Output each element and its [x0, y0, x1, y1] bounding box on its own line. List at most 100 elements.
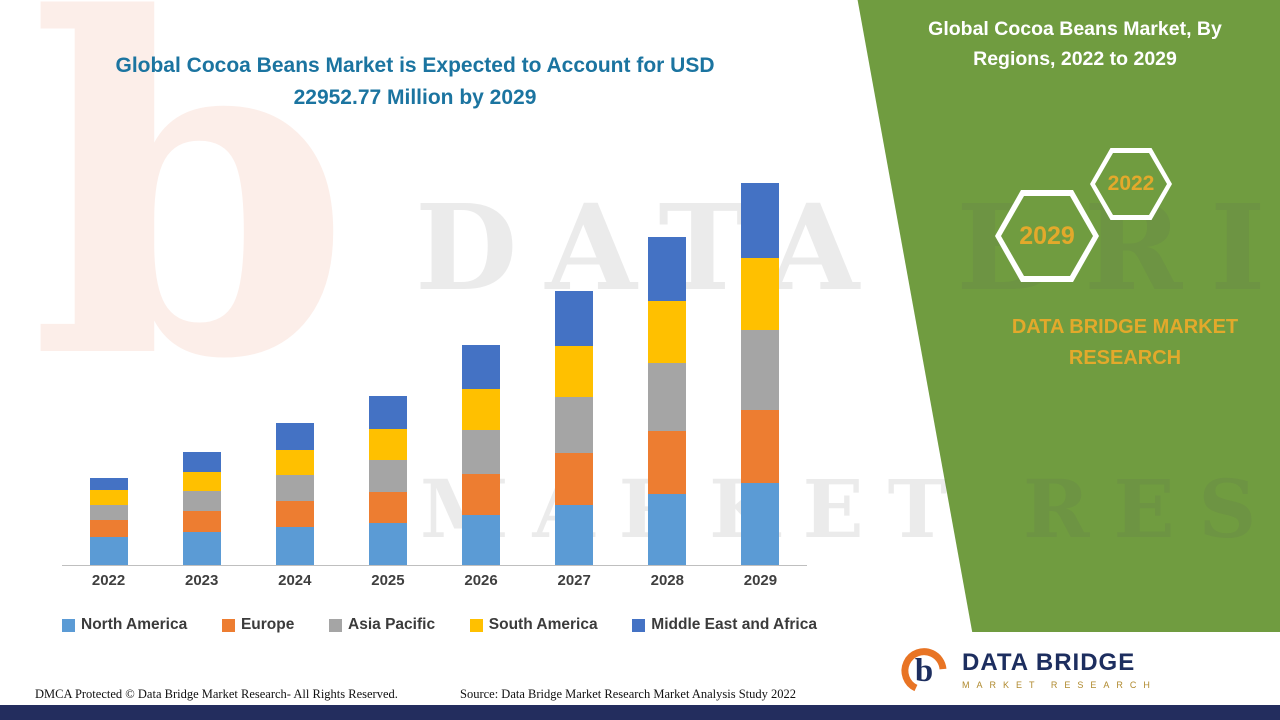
bar-segment-2022-asia-pacific	[89, 505, 128, 520]
bar-segment-2027-middle-east-and-africa	[555, 291, 594, 346]
stacked-bar-2025	[368, 396, 407, 565]
bar-segment-2023-asia-pacific	[182, 491, 221, 511]
bar-segment-2024-asia-pacific	[275, 475, 314, 501]
panel-brand-text: DATA BRIDGE MARKET RESEARCH	[1011, 316, 1239, 369]
x-axis-label-2028: 2028	[650, 572, 684, 589]
bar-segment-2023-middle-east-and-africa	[182, 452, 221, 472]
bar-segment-2022-south-america	[89, 490, 128, 505]
data-bridge-logo: b DATA BRIDGE MARKET RESEARCH	[876, 632, 1280, 706]
bar-segment-2023-europe	[182, 511, 221, 532]
bar-segment-2024-south-america	[275, 450, 314, 475]
bar-slot-2022	[62, 118, 155, 565]
bar-slot-2026	[435, 118, 528, 565]
bar-segment-2025-asia-pacific	[368, 460, 407, 492]
bar-segment-2027-europe	[555, 453, 594, 505]
stacked-bar-2026	[462, 345, 501, 565]
legend-item-north-america: North America	[62, 616, 187, 634]
bar-segment-2023-south-america	[182, 472, 221, 491]
legend-swatch-middle-east-and-africa	[632, 618, 646, 632]
bar-segment-2027-asia-pacific	[555, 397, 594, 453]
legend-label-europe: Europe	[240, 616, 295, 633]
bar-slot-2029	[714, 118, 807, 565]
bar-segment-2028-middle-east-and-africa	[648, 237, 687, 301]
bar-segment-2022-europe	[89, 520, 128, 537]
legend-item-south-america: South America	[469, 616, 598, 634]
bar-segment-2023-north-america	[182, 532, 221, 565]
bar-segment-2025-north-america	[368, 523, 407, 565]
year-slot: 2028	[621, 572, 714, 589]
bar-segment-2022-north-america	[89, 537, 128, 565]
x-axis-label-2026: 2026	[464, 572, 498, 589]
bar-segment-2029-south-america	[741, 258, 780, 330]
legend-label-south-america: South America	[488, 616, 598, 633]
legend: North America Europe Asia Pacific South Ame…	[62, 616, 817, 634]
bar-segment-2025-middle-east-and-africa	[368, 396, 407, 429]
bar-segment-2024-europe	[275, 501, 314, 527]
bar-segment-2022-middle-east-and-africa	[89, 478, 128, 490]
logo-words: DATA BRIDGE MARKET RESEARCH	[962, 649, 1157, 690]
bar-slot-2024	[248, 118, 341, 565]
chart-title: Global Cocoa Beans Market is Expected to…	[115, 54, 715, 109]
bar-segment-2026-asia-pacific	[462, 430, 501, 474]
bar-segment-2029-north-america	[741, 483, 780, 565]
year-slot: 2029	[714, 572, 807, 589]
bar-segment-2024-north-america	[275, 527, 314, 565]
hexagon-badge-2029-label: 2029	[1019, 221, 1075, 250]
x-axis-label-2029: 2029	[743, 572, 778, 589]
x-axis-labels: 2022 2023 2024 2025 2026 2027 2028 2029	[62, 572, 807, 589]
hexagon-badge-2029: 2029	[995, 190, 1099, 282]
stacked-bar-2023	[182, 452, 221, 565]
footer-source-text: Source: Data Bridge Market Research Mark…	[460, 687, 797, 701]
bar-segment-2027-north-america	[555, 505, 594, 565]
x-axis-label-2022: 2022	[91, 572, 126, 589]
legend-label-north-america: North America	[81, 616, 188, 633]
bar-segment-2028-asia-pacific	[648, 363, 687, 431]
legend-swatch-europe	[221, 618, 235, 632]
x-axis-label-2025: 2025	[371, 572, 405, 589]
data-bridge-logo-icon: b	[901, 648, 947, 694]
year-slot: 2027	[528, 572, 621, 589]
footer-dmca-text: DMCA Protected © Data Bridge Market Rese…	[35, 687, 398, 701]
bar-slot-2025	[341, 118, 434, 565]
bar-slot-2027	[528, 118, 621, 565]
bar-segment-2024-middle-east-and-africa	[275, 423, 314, 450]
x-axis-label-2023: 2023	[185, 572, 219, 589]
stacked-bar-2022	[89, 478, 128, 565]
legend-item-asia-pacific: Asia Pacific	[329, 616, 435, 634]
x-axis-label-2024: 2024	[278, 572, 312, 589]
bar-segment-2028-south-america	[648, 301, 687, 363]
svg-text:b: b	[915, 653, 933, 689]
stacked-bar-2028	[648, 237, 687, 565]
year-slot: 2022	[62, 572, 155, 589]
bottom-navy-bar	[0, 705, 1280, 720]
bar-segment-2026-middle-east-and-africa	[462, 345, 501, 389]
bar-slot-2023	[155, 118, 248, 565]
legend-swatch-north-america	[62, 618, 75, 632]
bar-segment-2028-north-america	[648, 494, 687, 565]
legend-swatch-asia-pacific	[329, 618, 343, 632]
legend-label-asia-pacific: Asia Pacific	[348, 616, 436, 633]
year-slot: 2023	[155, 572, 248, 589]
bar-segment-2027-south-america	[555, 346, 594, 397]
bar-slot-2028	[621, 118, 714, 565]
bar-segment-2026-south-america	[462, 389, 501, 430]
bar-segment-2025-europe	[368, 492, 407, 523]
logo-name: DATA BRIDGE	[962, 648, 1136, 676]
stacked-bar-2024	[275, 423, 314, 565]
logo-subtitle: MARKET RESEARCH	[962, 679, 1157, 690]
legend-swatch-south-america	[469, 618, 483, 632]
hexagon-badge-2022-label: 2022	[1107, 172, 1155, 195]
bar-segment-2029-europe	[741, 410, 780, 483]
stacked-bar-chart	[62, 118, 807, 566]
legend-item-middle-east-and-africa: Middle East and Africa	[632, 616, 817, 634]
bar-segment-2026-europe	[462, 474, 501, 515]
year-slot: 2026	[435, 572, 528, 589]
stacked-bar-2029	[741, 183, 780, 565]
bar-segment-2028-europe	[648, 431, 687, 494]
bar-segment-2026-north-america	[462, 515, 501, 565]
year-slot: 2024	[248, 572, 341, 589]
stacked-bar-2027	[555, 291, 594, 565]
bar-segment-2029-asia-pacific	[741, 330, 780, 410]
bar-segment-2025-south-america	[368, 429, 407, 460]
